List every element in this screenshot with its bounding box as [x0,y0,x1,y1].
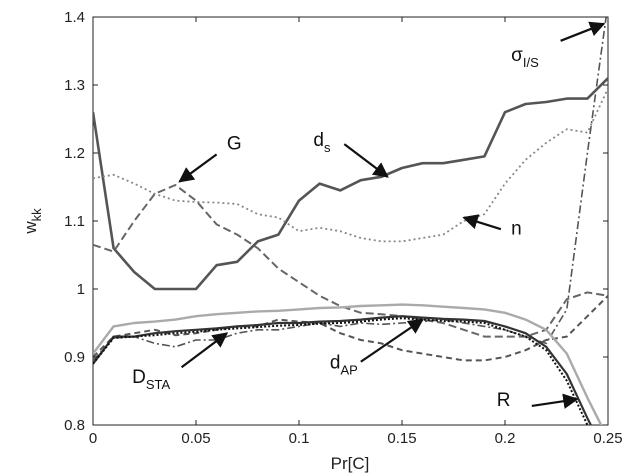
y-tick-label: 0.9 [64,349,85,366]
x-axis-label: Pr[C] [331,454,370,473]
label-ds: ds [313,130,331,155]
arrow-G [178,153,218,183]
arrow-ds [343,143,389,178]
y-tick-label: 1.3 [64,77,85,94]
series-line-R [93,317,589,425]
y-tick-label: 1.2 [64,145,85,162]
y-tick-label: 1.1 [64,213,85,230]
arrow-R [531,393,579,409]
series-line-dAP [93,315,593,425]
y-axis-label-main: w [21,221,40,235]
y-tick-label: 0.8 [64,417,85,434]
x-tick-label: 0.15 [387,430,416,447]
x-tick-label: 0.2 [495,430,516,447]
x-tick-label: 0.25 [593,430,622,447]
series-line-DSTA [93,295,608,362]
series-line-light [93,303,603,425]
arrow-n [462,214,502,231]
series-line-n [93,88,608,243]
y-tick-label: 1.4 [64,9,85,26]
arrow-DSTA [180,332,229,369]
label-G: G [227,134,242,155]
series-line-ds [93,77,608,291]
arrow-dAP [360,318,424,363]
x-tick-label: 0 [89,430,97,447]
x-tick-label: 0.1 [289,430,310,447]
arrow-layer [178,21,606,409]
label-R: R [497,390,511,411]
y-axis-ticks: 0.8 0.9 1 1.1 1.2 1.3 1.4 [64,9,608,434]
series-layer [93,17,608,425]
label-dAP: dAP [330,353,358,378]
x-axis-ticks: 0 0.05 0.1 0.15 0.2 0.25 [89,17,623,447]
label-sigma: σI/S [511,45,539,70]
series-line-G [93,184,608,338]
plot-area [92,16,609,426]
y-axis-label: wkk [21,208,44,235]
x-tick-label: 0.05 [181,430,210,447]
label-DSTA: DSTA [132,367,170,392]
label-n: n [511,219,522,240]
arrow-sigma [560,21,606,42]
y-axis-label-sub: kk [29,208,44,222]
y-tick-label: 1 [77,281,85,298]
series-line-sigma [93,17,607,361]
